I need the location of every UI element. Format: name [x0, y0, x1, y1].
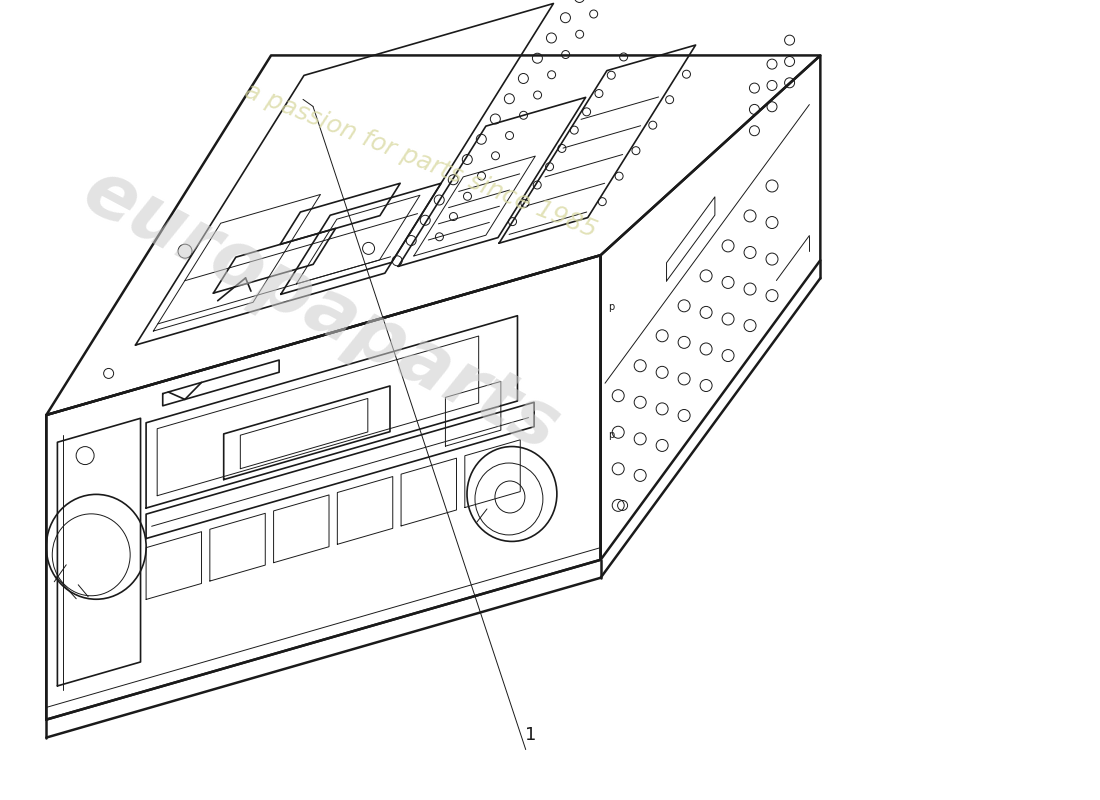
Text: a passion for parts since 1985: a passion for parts since 1985: [241, 78, 601, 242]
Text: europaparts: europaparts: [70, 154, 572, 466]
Text: p: p: [608, 302, 615, 312]
Text: p: p: [608, 430, 615, 440]
Text: 1: 1: [525, 726, 537, 743]
